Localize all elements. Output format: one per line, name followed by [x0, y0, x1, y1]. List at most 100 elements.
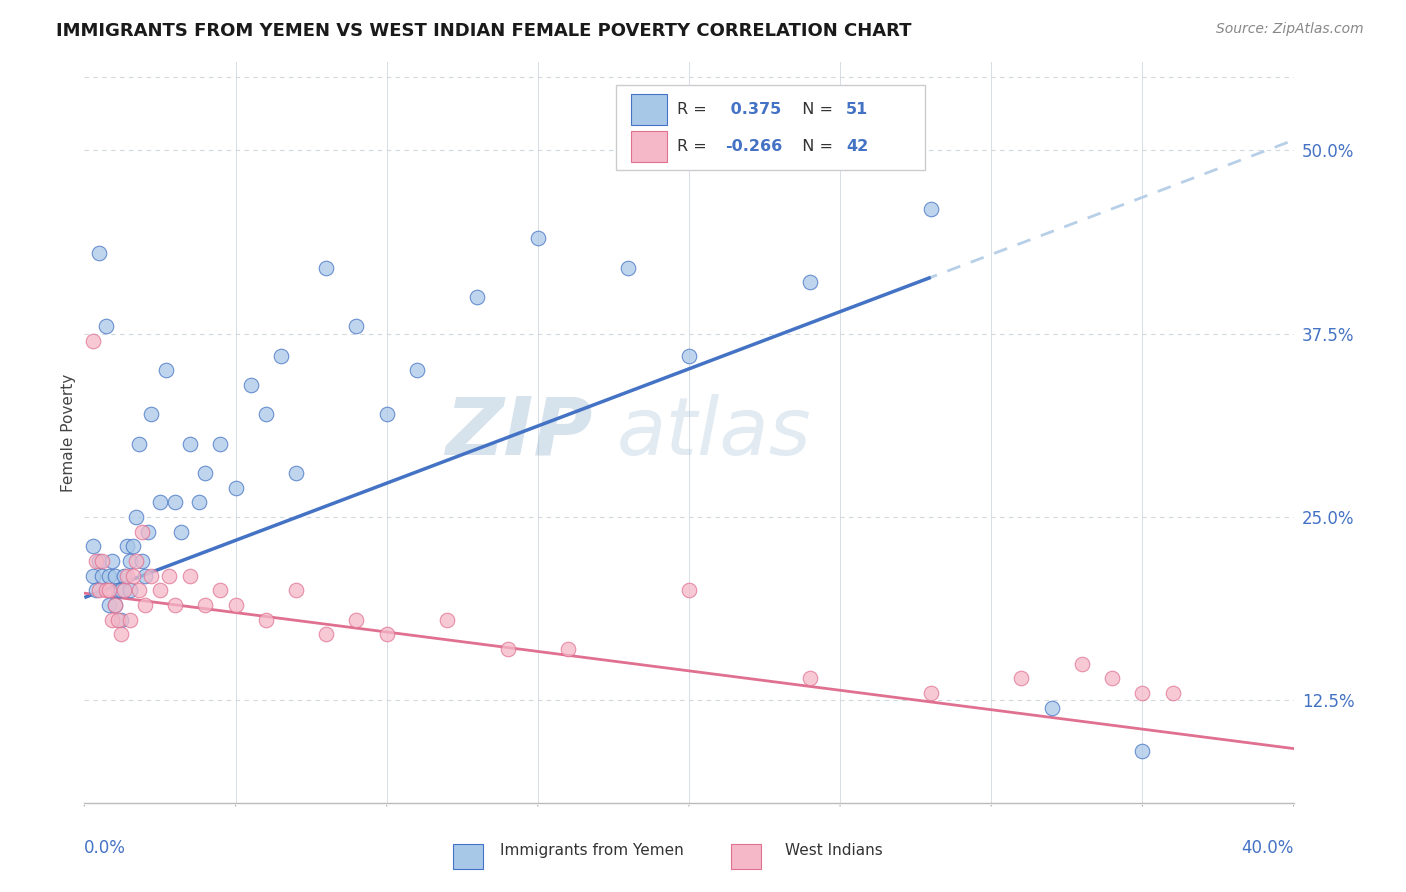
Point	[97, 583, 120, 598]
Point	[86, 583, 108, 598]
Point	[194, 466, 217, 480]
Point	[920, 202, 942, 216]
Point	[97, 598, 120, 612]
Point	[1130, 744, 1153, 758]
Point	[225, 481, 247, 495]
Text: Immigrants from Yemen: Immigrants from Yemen	[501, 844, 685, 858]
Point	[110, 583, 132, 598]
Point	[375, 407, 398, 421]
Point	[94, 583, 117, 598]
Point	[82, 539, 104, 553]
Point	[557, 641, 579, 656]
Point	[285, 466, 308, 480]
Point	[1011, 671, 1033, 685]
Point	[100, 613, 122, 627]
Point	[799, 671, 821, 685]
Text: R =: R =	[676, 103, 711, 118]
Point	[112, 568, 135, 582]
Point	[188, 495, 211, 509]
Point	[149, 583, 172, 598]
Point	[86, 554, 108, 568]
Point	[89, 554, 111, 568]
Point	[315, 260, 337, 275]
Text: -0.266: -0.266	[725, 139, 783, 154]
Point	[89, 583, 111, 598]
Point	[82, 334, 104, 348]
Point	[527, 231, 550, 245]
Point	[104, 598, 127, 612]
Point	[134, 568, 156, 582]
Point	[115, 568, 138, 582]
Point	[209, 583, 232, 598]
Point	[94, 319, 117, 334]
Point	[346, 613, 368, 627]
Text: West Indians: West Indians	[785, 844, 883, 858]
Point	[128, 583, 150, 598]
Point	[100, 554, 122, 568]
Point	[128, 436, 150, 450]
Text: 0.0%: 0.0%	[84, 839, 127, 857]
Bar	[631, 131, 668, 162]
Point	[157, 568, 180, 582]
Point	[436, 613, 458, 627]
Point	[82, 568, 104, 582]
Point	[678, 583, 700, 598]
Point	[1161, 686, 1184, 700]
Point	[920, 686, 942, 700]
Point	[209, 436, 232, 450]
Point	[136, 524, 159, 539]
Point	[115, 539, 138, 553]
Text: ZIP: ZIP	[444, 393, 592, 472]
Point	[97, 568, 120, 582]
Point	[406, 363, 429, 377]
Point	[155, 363, 177, 377]
Point	[225, 598, 247, 612]
Text: N =: N =	[792, 139, 838, 154]
Point	[678, 349, 700, 363]
Point	[1071, 657, 1094, 671]
Point	[131, 524, 153, 539]
Point	[194, 598, 217, 612]
Text: Source: ZipAtlas.com: Source: ZipAtlas.com	[1216, 22, 1364, 37]
Point	[121, 568, 143, 582]
Y-axis label: Female Poverty: Female Poverty	[60, 374, 76, 491]
Point	[375, 627, 398, 641]
Bar	[731, 844, 762, 870]
Text: R =: R =	[676, 139, 711, 154]
Point	[104, 598, 127, 612]
Text: atlas: atlas	[616, 393, 811, 472]
Point	[112, 583, 135, 598]
Bar	[453, 844, 484, 870]
Point	[118, 613, 141, 627]
Point	[107, 583, 129, 598]
Point	[139, 407, 162, 421]
Point	[165, 495, 187, 509]
Point	[496, 641, 519, 656]
Point	[467, 290, 489, 304]
Point	[110, 613, 132, 627]
Point	[346, 319, 368, 334]
Point	[107, 613, 129, 627]
Point	[179, 436, 201, 450]
Text: 51: 51	[846, 103, 869, 118]
Point	[1130, 686, 1153, 700]
Point	[89, 246, 111, 260]
Point	[118, 583, 141, 598]
Point	[1040, 700, 1063, 714]
Point	[254, 613, 277, 627]
Point	[125, 554, 148, 568]
Point	[104, 568, 127, 582]
Point	[121, 539, 143, 553]
Text: N =: N =	[792, 103, 838, 118]
Point	[118, 554, 141, 568]
Bar	[631, 95, 668, 126]
Point	[91, 568, 114, 582]
Text: 40.0%: 40.0%	[1241, 839, 1294, 857]
Point	[239, 378, 262, 392]
Point	[165, 598, 187, 612]
Point	[617, 260, 640, 275]
Text: 0.375: 0.375	[725, 103, 782, 118]
Point	[125, 510, 148, 524]
Point	[270, 349, 292, 363]
Point	[110, 627, 132, 641]
